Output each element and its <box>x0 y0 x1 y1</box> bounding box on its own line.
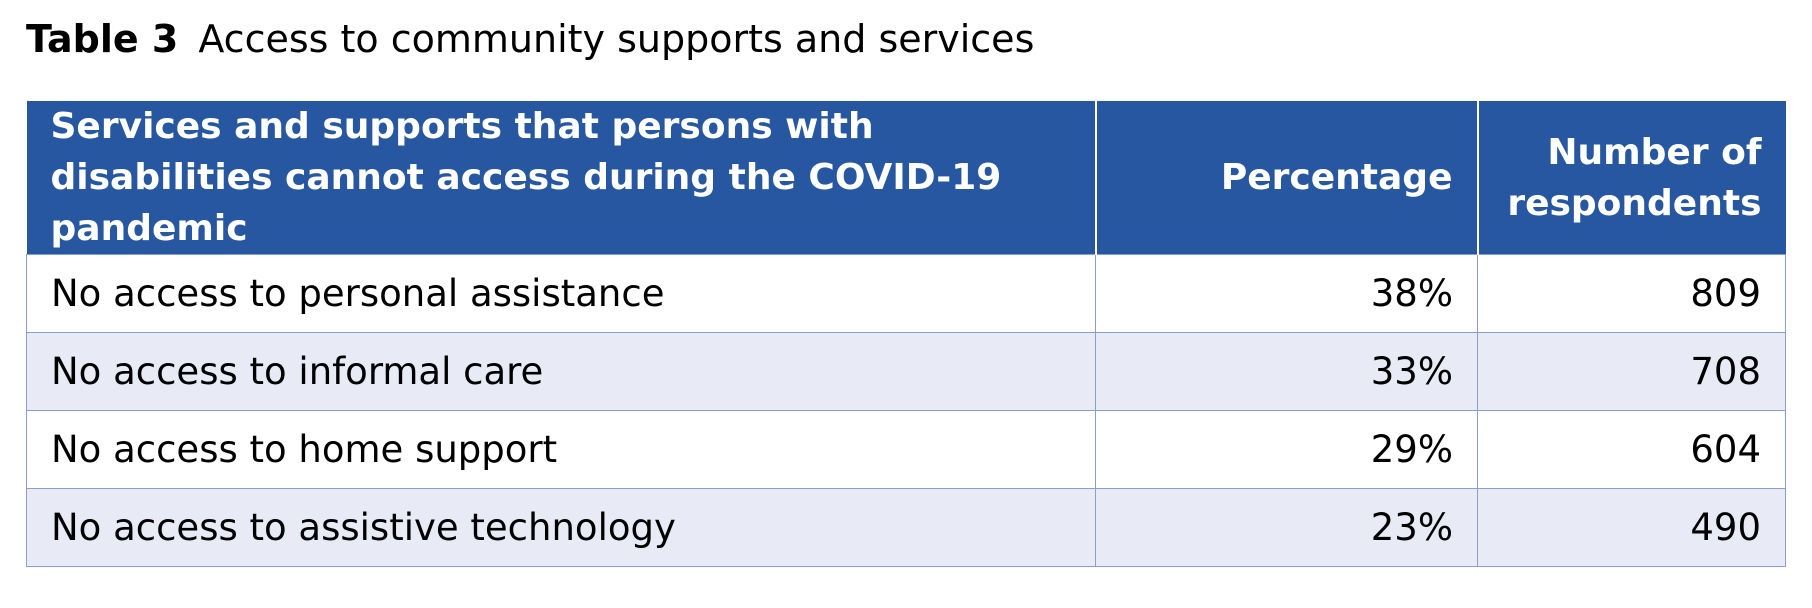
table-row: No access to personal assistance 38% 809 <box>26 254 1786 333</box>
percentage-cell: 33% <box>1095 332 1478 411</box>
percentage-cell: 38% <box>1095 254 1478 333</box>
table-title: Access to community supports and service… <box>198 17 1035 61</box>
table-row: No access to assistive technology 23% 49… <box>26 488 1786 567</box>
access-table: Services and supports that persons with … <box>26 101 1786 567</box>
service-cell: No access to home support <box>26 410 1096 489</box>
table-number: Table 3 <box>26 17 179 61</box>
respondents-cell: 490 <box>1477 488 1786 567</box>
respondents-cell: 809 <box>1477 254 1786 333</box>
service-cell: No access to informal care <box>26 332 1096 411</box>
respondents-cell: 708 <box>1477 332 1786 411</box>
table-row: No access to home support 29% 604 <box>26 410 1786 489</box>
respondents-cell: 604 <box>1477 410 1786 489</box>
header-services: Services and supports that persons with … <box>26 101 1096 255</box>
table-header: Services and supports that persons with … <box>26 101 1786 255</box>
percentage-cell: 29% <box>1095 410 1478 489</box>
header-percentage: Percentage <box>1094 101 1478 255</box>
header-respondents: Number of respondents <box>1476 101 1786 255</box>
service-cell: No access to assistive technology <box>26 488 1096 567</box>
table-body: No access to personal assistance 38% 809… <box>26 254 1786 567</box>
header-row: Services and supports that persons with … <box>26 101 1786 255</box>
table-caption: Table 3 Access to community supports and … <box>26 14 1034 64</box>
percentage-cell: 23% <box>1095 488 1478 567</box>
service-cell: No access to personal assistance <box>26 254 1096 333</box>
table-row: No access to informal care 33% 708 <box>26 332 1786 411</box>
